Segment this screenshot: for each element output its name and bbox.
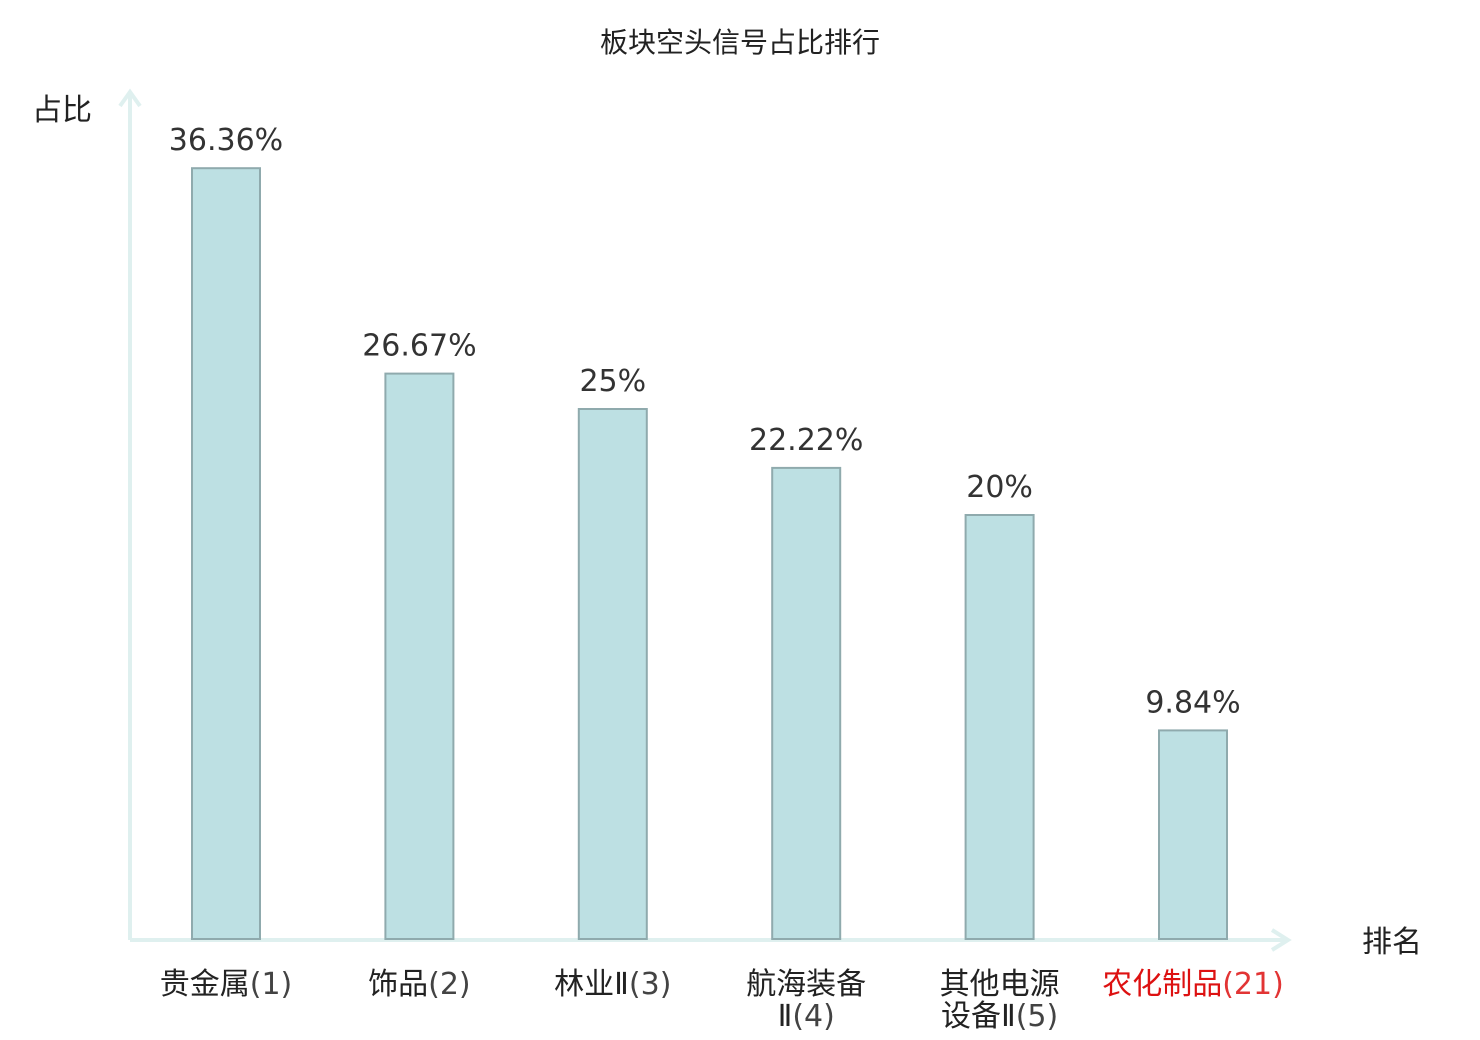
category-label: 其他电源设备Ⅱ(5) xyxy=(940,967,1060,1034)
value-label: 20% xyxy=(966,470,1033,505)
bar xyxy=(577,408,648,940)
value-label: 36.36% xyxy=(169,123,283,158)
bar xyxy=(384,372,455,941)
category-label: 饰品(2) xyxy=(368,967,471,1002)
category-label: 林业Ⅱ(3) xyxy=(554,967,671,1002)
category-name: 饰品 xyxy=(368,967,428,1002)
value-label: 9.84% xyxy=(1145,685,1240,720)
category-name: 农化制品 xyxy=(1102,967,1222,1002)
category-label: 航海装备 Ⅱ(4) xyxy=(746,967,866,1034)
category-name-cont: Ⅱ xyxy=(778,999,793,1034)
category-rank: (1) xyxy=(250,967,293,1002)
value-label: 22.22% xyxy=(749,423,863,458)
category-rank: (5) xyxy=(1016,999,1059,1034)
chart-axes xyxy=(118,88,1292,952)
category-name: 航海装备 xyxy=(746,967,866,1002)
category-labels-group: 贵金属(1) 饰品(2) 林业Ⅱ(3) 航海装备 Ⅱ(4)其他电源设备Ⅱ(5)农化制品(… xyxy=(160,967,1284,1034)
value-labels-group: 36.36% 26.67% 25% 22.22% 20% 9.84% xyxy=(169,123,1241,720)
y-axis-label: 占比 xyxy=(32,93,92,128)
y-axis-arrow xyxy=(118,88,142,108)
bars-group xyxy=(191,167,1228,941)
category-label: 贵金属(1) xyxy=(160,967,293,1002)
category-name: 其他电源 xyxy=(940,967,1060,1002)
category-name-cont: 设备Ⅱ xyxy=(941,999,1016,1034)
category-rank: (2) xyxy=(428,967,471,1002)
category-name: 贵金属 xyxy=(160,967,250,1002)
chart-title: 板块空头信号占比排行 xyxy=(600,26,880,59)
category-rank: (3) xyxy=(629,967,672,1002)
category-label: 农化制品(21) xyxy=(1102,967,1284,1002)
bar xyxy=(191,167,261,940)
value-label: 26.67% xyxy=(362,329,476,364)
bar xyxy=(771,466,842,940)
category-name: 林业Ⅱ xyxy=(554,967,629,1002)
x-axis-label: 排名 xyxy=(1362,925,1422,960)
x-axis-arrow xyxy=(1270,928,1292,952)
bar xyxy=(1158,729,1228,941)
bar xyxy=(964,514,1035,940)
category-rank: (21) xyxy=(1222,967,1284,1002)
value-label: 25% xyxy=(579,364,646,399)
category-rank: (4) xyxy=(792,999,835,1034)
